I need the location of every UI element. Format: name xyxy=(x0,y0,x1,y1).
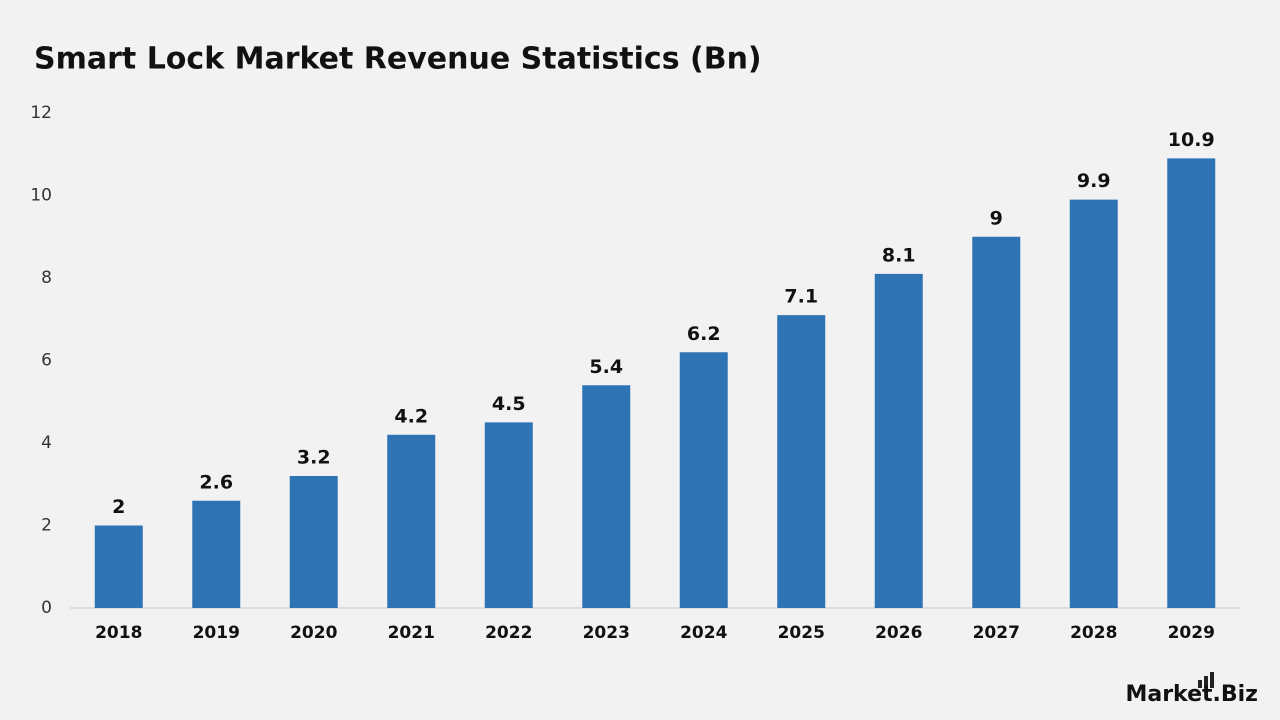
value-label: 8.1 xyxy=(882,244,916,266)
bar xyxy=(1069,199,1118,608)
bar xyxy=(387,434,436,608)
x-tick-label: 2020 xyxy=(290,623,337,643)
y-tick-label: 12 xyxy=(30,103,52,123)
y-tick-label: 4 xyxy=(41,433,52,453)
value-label: 3.2 xyxy=(297,447,331,469)
bar xyxy=(874,273,923,608)
x-tick-label: 2026 xyxy=(875,623,922,643)
value-label: 10.9 xyxy=(1168,129,1215,151)
x-tick-label: 2024 xyxy=(680,623,727,643)
x-tick-label: 2019 xyxy=(193,623,240,643)
bar xyxy=(679,352,728,608)
logo-bar xyxy=(1198,680,1202,688)
value-label: 4.2 xyxy=(394,405,428,427)
x-tick-label: 2022 xyxy=(485,623,532,643)
value-label: 6.2 xyxy=(687,323,721,345)
value-label: 2 xyxy=(112,496,125,518)
x-tick-label: 2023 xyxy=(583,623,630,643)
bar xyxy=(289,476,338,608)
value-label: 7.1 xyxy=(784,286,818,308)
y-tick-label: 0 xyxy=(41,598,52,618)
value-label: 4.5 xyxy=(492,393,526,415)
value-label: 2.6 xyxy=(199,471,233,493)
x-tick-label: 2029 xyxy=(1168,623,1215,643)
bar xyxy=(777,315,826,608)
value-label: 9.9 xyxy=(1077,170,1111,192)
logo-bar xyxy=(1210,672,1214,688)
x-tick-label: 2021 xyxy=(388,623,435,643)
y-tick-label: 8 xyxy=(41,268,52,288)
bar xyxy=(972,236,1021,608)
logo-bar xyxy=(1204,676,1208,688)
bar xyxy=(94,525,143,608)
value-label: 5.4 xyxy=(589,356,623,378)
logo-icon xyxy=(1198,672,1214,688)
x-tick-label: 2018 xyxy=(95,623,142,643)
chart-title: Smart Lock Market Revenue Statistics (Bn… xyxy=(34,42,762,77)
value-label: 9 xyxy=(990,207,1003,229)
bar xyxy=(484,422,533,608)
x-tick-label: 2025 xyxy=(778,623,825,643)
y-tick-label: 2 xyxy=(41,516,52,536)
y-tick-label: 6 xyxy=(41,351,52,371)
bar xyxy=(1167,158,1216,608)
bar xyxy=(582,385,631,608)
y-tick-label: 10 xyxy=(30,186,52,206)
logo-text: Market.Biz xyxy=(1125,682,1258,707)
x-tick-label: 2027 xyxy=(973,623,1020,643)
x-tick-label: 2028 xyxy=(1070,623,1117,643)
bar xyxy=(192,500,241,608)
